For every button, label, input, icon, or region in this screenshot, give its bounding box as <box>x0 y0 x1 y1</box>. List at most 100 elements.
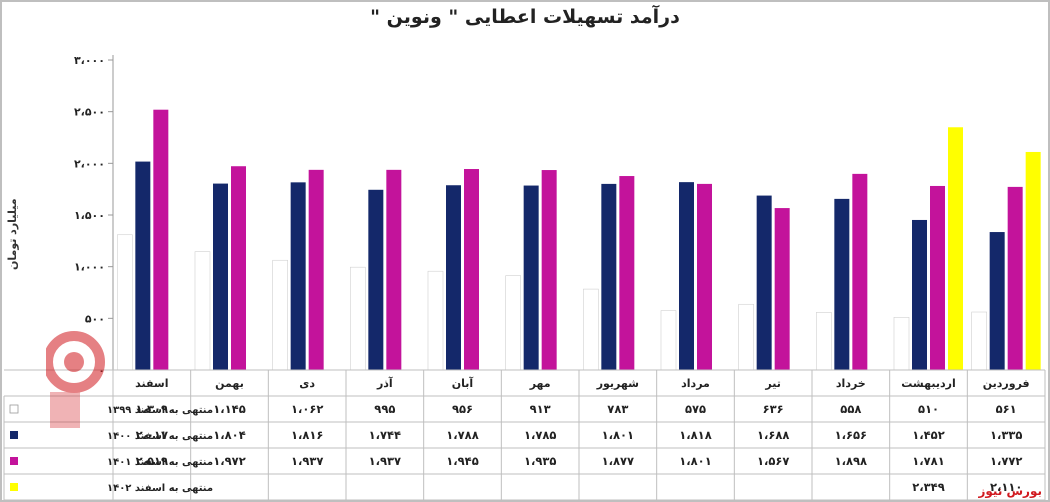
data-label: ۲،۵۱۹ <box>136 454 168 468</box>
y-tick-label: ۵۰۰ <box>85 312 105 325</box>
data-label: ۱،۸۱۸ <box>679 428 711 442</box>
bar <box>948 127 963 371</box>
bar <box>272 259 288 371</box>
legend-swatch <box>10 431 18 439</box>
bar <box>834 198 850 370</box>
data-label: ۱،۷۸۵ <box>524 428 556 442</box>
data-label: ۱،۴۵۲ <box>912 428 944 442</box>
legend-swatch <box>9 404 19 414</box>
bar <box>464 169 479 370</box>
data-label: ۱،۰۶۲ <box>291 402 323 416</box>
data-label: ۱،۹۳۵ <box>524 454 556 468</box>
bar <box>852 173 868 370</box>
data-label: ۱،۷۸۸ <box>446 428 478 442</box>
data-label: ۹۹۵ <box>374 402 395 416</box>
legend-label: منتهی به اسفند ۱۴۰۰ <box>107 431 213 442</box>
bar <box>893 316 910 371</box>
bar <box>989 232 1005 370</box>
data-label: ۵۱۰ <box>918 402 939 416</box>
x-tick-label: آذر <box>376 376 393 390</box>
data-label: ۱،۹۴۵ <box>446 454 478 468</box>
x-tick-label: دی <box>299 377 315 390</box>
data-label: ۱،۶۵۶ <box>835 428 867 442</box>
data-label: ۶۳۶ <box>763 402 784 416</box>
y-tick-label: ۲،۵۰۰ <box>74 106 105 119</box>
legend-swatch <box>10 457 18 465</box>
x-tick-label: اسفند <box>135 377 168 390</box>
data-label: ۵۷۵ <box>685 402 706 416</box>
x-tick-label: اردیبهشت <box>901 377 955 390</box>
data-label: ۱،۸۰۱ <box>679 454 711 468</box>
bar <box>427 270 444 371</box>
x-tick-label: بهمن <box>215 377 244 390</box>
bar <box>231 166 246 370</box>
legend-label: منتهی به اسفند ۱۴۰۲ <box>107 483 213 494</box>
x-tick-label: تیر <box>764 377 780 390</box>
x-tick-label: مرداد <box>681 377 710 390</box>
bar <box>368 189 384 370</box>
data-label: ۱،۷۸۱ <box>912 454 944 468</box>
chart-title: درآمد تسهیلات اعطایی " ونوین " <box>370 6 680 28</box>
data-label: ۱،۷۴۴ <box>369 428 401 442</box>
bar <box>816 312 832 371</box>
data-label: ۲،۱۱۰ <box>990 480 1022 494</box>
legend-swatch <box>10 483 18 491</box>
bar <box>350 266 366 371</box>
bar <box>541 170 557 370</box>
bar <box>756 195 772 370</box>
bar <box>194 251 211 371</box>
bar <box>1007 186 1023 370</box>
x-tick-label: آبان <box>452 376 474 390</box>
bar <box>523 185 539 370</box>
bar <box>738 303 754 371</box>
x-tick-label: شهریور <box>596 377 639 390</box>
data-label: ۱،۹۳۷ <box>291 454 323 468</box>
legend-label: منتهی به اسفند ۱۳۹۹ <box>107 405 213 416</box>
bar <box>912 219 927 370</box>
data-label: ۲،۳۴۹ <box>912 480 944 494</box>
bar <box>308 169 324 370</box>
bar <box>213 183 228 370</box>
data-label: ۱،۸۷۷ <box>602 454 634 468</box>
data-label: ۱،۸۱۶ <box>291 428 323 442</box>
data-label: ۱،۸۹۸ <box>835 454 867 468</box>
data-label: ۱،۸۰۱ <box>602 428 634 442</box>
data-label: ۷۸۳ <box>607 402 628 416</box>
data-label: ۱،۳۳۵ <box>990 428 1022 442</box>
bar <box>679 182 694 370</box>
bar <box>601 183 617 370</box>
data-label: ۵۶۱ <box>996 402 1017 416</box>
bar <box>971 311 987 371</box>
bar <box>135 161 151 370</box>
bar <box>930 185 945 370</box>
data-label: ۱،۱۴۵ <box>213 402 245 416</box>
x-tick-label: خرداد <box>836 377 866 390</box>
y-tick-label: ۱،۵۰۰ <box>74 209 105 222</box>
bar <box>446 185 461 370</box>
watermark-logo-icon <box>46 331 105 428</box>
bar <box>583 288 599 371</box>
bar <box>697 183 712 370</box>
data-label: ۱،۵۶۷ <box>757 454 789 468</box>
data-label: ۹۵۶ <box>452 402 473 416</box>
bar <box>774 208 790 370</box>
data-label: ۱،۹۷۲ <box>213 454 245 468</box>
y-tick-label: ۲،۰۰۰ <box>74 157 105 170</box>
bar <box>619 176 635 370</box>
y-tick-label: ۱،۰۰۰ <box>74 261 105 274</box>
data-label: ۱،۶۸۸ <box>757 428 789 442</box>
data-label: ۵۵۸ <box>840 402 861 416</box>
bar <box>290 182 306 370</box>
bar <box>505 275 521 371</box>
legend-label: منتهی به اسفند ۱۴۰۱ <box>107 457 213 468</box>
x-tick-label: فروردین <box>983 377 1030 390</box>
data-label: ۹۱۳ <box>530 402 551 416</box>
data-label: ۱،۷۷۲ <box>990 454 1022 468</box>
bar <box>386 169 402 370</box>
y-tick-label: ۳،۰۰۰ <box>74 54 105 67</box>
source-label: بورس نیوز <box>978 484 1042 498</box>
data-label: ۱،۳۰۹ <box>136 402 168 416</box>
x-tick-label: مهر <box>529 377 551 390</box>
